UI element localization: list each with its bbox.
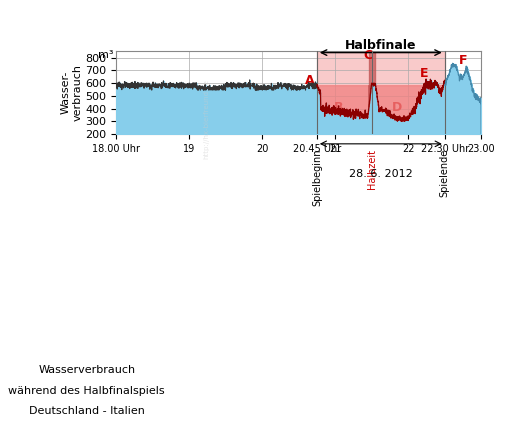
- Text: B: B: [333, 101, 343, 114]
- Text: Halbzeit: Halbzeit: [366, 149, 376, 189]
- Bar: [316, 51, 444, 134]
- Text: Spielende: Spielende: [439, 149, 449, 197]
- Text: http://hx-bierfreund.de: http://hx-bierfreund.de: [203, 79, 209, 159]
- Text: D: D: [391, 101, 402, 114]
- Text: C: C: [363, 49, 372, 62]
- Text: m³: m³: [98, 50, 114, 60]
- Text: während des Halbfinalspiels: während des Halbfinalspiels: [8, 386, 165, 396]
- Bar: [368, 51, 374, 134]
- Text: Halbfinale: Halbfinale: [345, 39, 416, 52]
- Text: Wasserverbrauch: Wasserverbrauch: [38, 365, 135, 375]
- Text: Spielbeginn: Spielbeginn: [312, 149, 321, 206]
- Text: Deutschland - Italien: Deutschland - Italien: [29, 406, 145, 416]
- Y-axis label: Wasser-
verbrauch: Wasser- verbrauch: [61, 64, 82, 121]
- Text: F: F: [458, 54, 466, 67]
- Text: A: A: [304, 74, 314, 87]
- Text: 28. 6. 2012: 28. 6. 2012: [348, 169, 412, 179]
- Text: E: E: [419, 67, 428, 80]
